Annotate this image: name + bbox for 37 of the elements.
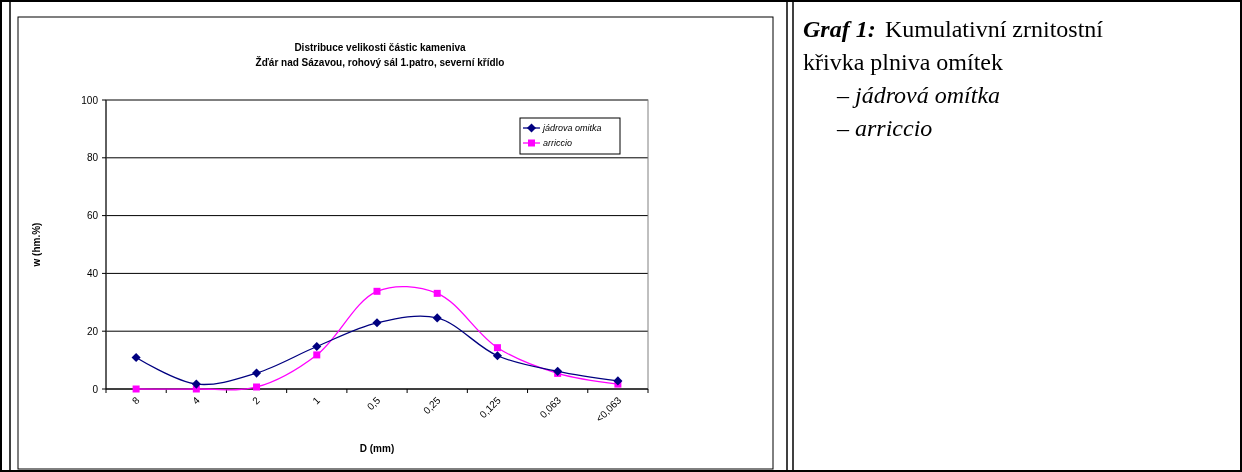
- text: Graf 1:: [803, 16, 876, 42]
- text: křivka plniva omítek: [803, 49, 1003, 75]
- x-tick-label: 0,5: [364, 394, 383, 413]
- y-tick-label: 40: [86, 267, 99, 279]
- x-tick-label: 4: [190, 394, 203, 407]
- point: [433, 289, 441, 297]
- point: [613, 376, 623, 386]
- chart-subtitle: Žďár nad Sázavou, rohový sál 1.patro, severní křídlo: [255, 56, 505, 68]
- text: – jádrová omítka: [836, 82, 1001, 108]
- point: [372, 318, 382, 328]
- chart-title: Distribuce velikosti částic kameniva: [294, 42, 467, 53]
- point: [312, 341, 322, 352]
- x-tick-label: 1: [310, 394, 323, 407]
- legend-label: arriccio: [543, 138, 573, 148]
- point: [253, 383, 261, 391]
- y-tick-label: 60: [86, 210, 99, 222]
- point: [132, 385, 140, 393]
- point: [373, 287, 381, 295]
- y-tick-label: 0: [92, 383, 99, 395]
- x-tick-label: 8: [129, 394, 142, 407]
- point: [493, 344, 501, 352]
- legend-label: jádrova omitka: [542, 123, 602, 133]
- x-tick-label: 2: [250, 394, 263, 407]
- point: [131, 352, 141, 363]
- point: [252, 368, 262, 378]
- y-axis-title: w (hm.%): [31, 222, 42, 268]
- x-tick-label: 0,25: [421, 394, 443, 417]
- text: – arriccio: [836, 115, 933, 141]
- point: [492, 351, 502, 361]
- text: Kumulativní zrnitostní: [885, 16, 1104, 42]
- y-tick-label: 100: [81, 94, 99, 106]
- point: [432, 313, 442, 323]
- x-axis-title: D (mm): [359, 443, 395, 454]
- point: [191, 379, 201, 389]
- point: [313, 351, 321, 359]
- y-tick-label: 80: [86, 152, 99, 164]
- y-tick-label: 20: [86, 325, 99, 337]
